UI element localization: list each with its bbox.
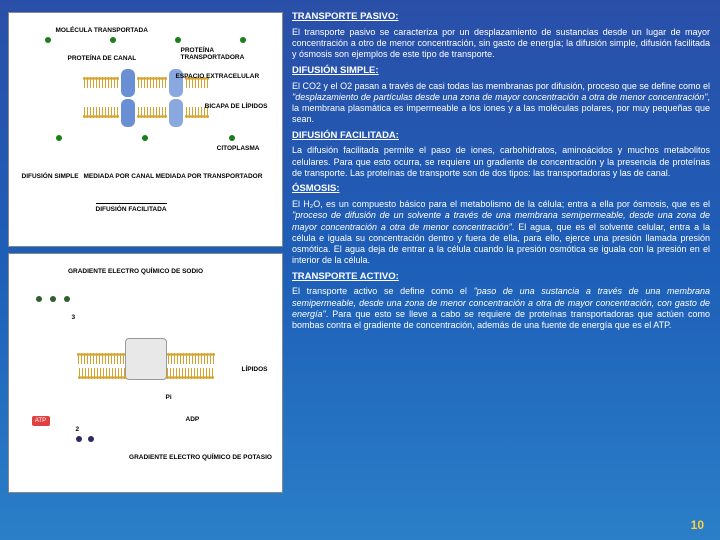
label-dif-simple: DIFUSIÓN SIMPLE [22, 173, 79, 180]
label-protein-canal: PROTEÍNA DE CANAL [68, 55, 137, 62]
label-med-canal: MEDIADA POR CANAL [84, 173, 155, 180]
label-pi: Pi [166, 394, 172, 401]
label-grad-na: GRADIENTE ELECTRO QUÍMICO DE SODIO [56, 268, 216, 275]
label-molecule: MOLÉCULA TRANSPORTADA [56, 27, 148, 34]
label-n1: 3 [72, 314, 76, 321]
para-pasivo: El transporte pasivo se caracteriza por … [292, 27, 710, 61]
label-med-trans: MEDIADA POR TRANSPORTADOR [156, 173, 263, 180]
heading-osmosis: ÓSMOSIS: [292, 183, 710, 195]
label-n2: 2 [76, 426, 80, 433]
label-protein-trans: PROTEÍNA TRANSPORTADORA [181, 47, 276, 61]
label-lipidos: LÍPIDOS [241, 366, 267, 373]
slide: MOLÉCULA TRANSPORTADA PROTEÍNA DE CANAL … [0, 0, 720, 540]
para-activo: El transporte activo se define como el "… [292, 286, 710, 331]
figure-active-transport: GRADIENTE ELECTRO QUÍMICO DE SODIO 3 doc… [8, 253, 283, 493]
text-column: TRANSPORTE PASIVO: El transporte pasivo … [292, 8, 710, 335]
heading-pasivo: TRANSPORTE PASIVO: [292, 11, 710, 23]
left-column: MOLÉCULA TRANSPORTADA PROTEÍNA DE CANAL … [8, 12, 283, 499]
label-bicapa: BICAPA DE LÍPIDOS [205, 103, 268, 110]
para-dif-simple: El CO2 y el O2 pasan a través de casi to… [292, 81, 710, 126]
atp-badge: ATP [32, 416, 50, 426]
label-dif-fac: DIFUSIÓN FACILITADA [96, 203, 167, 213]
label-citoplasma: CITOPLASMA [217, 145, 260, 152]
page-number: 10 [691, 518, 704, 532]
para-osmosis: El H₂O, es un compuesto básico para el m… [292, 199, 710, 267]
heading-activo: TRANSPORTE ACTIVO: [292, 271, 710, 283]
figure-passive-transport: MOLÉCULA TRANSPORTADA PROTEÍNA DE CANAL … [8, 12, 283, 247]
label-adp: ADP [186, 416, 200, 423]
para-dif-fac: La difusión facilitada permite el paso d… [292, 145, 710, 179]
label-espacio: ESPACIO EXTRACELULAR [176, 73, 260, 80]
heading-dif-simple: DIFUSIÓN SIMPLE: [292, 65, 710, 77]
label-grad-k: GRADIENTE ELECTRO QUÍMICO DE POTASIO [126, 454, 276, 461]
heading-dif-fac: DIFUSIÓN FACILITADA: [292, 130, 710, 142]
